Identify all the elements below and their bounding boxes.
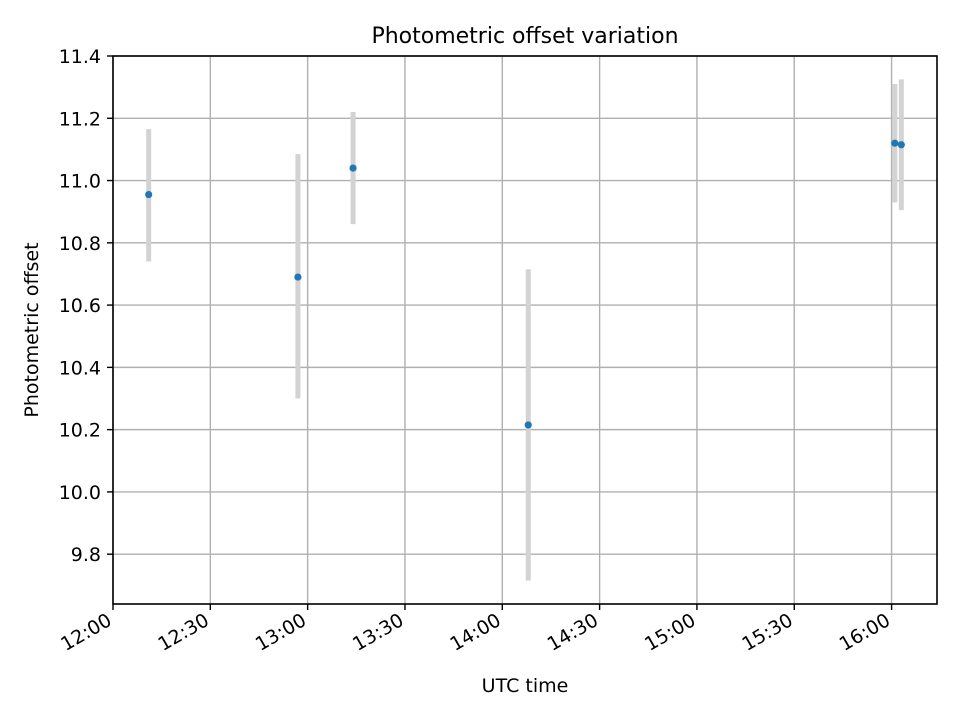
y-axis-label: Photometric offset bbox=[21, 242, 43, 417]
y-tick-label: 11.2 bbox=[59, 108, 101, 130]
y-tick-label: 9.8 bbox=[71, 544, 101, 566]
data-point bbox=[891, 139, 899, 147]
x-tick-label: 14:30 bbox=[544, 609, 602, 655]
y-tick-label: 10.6 bbox=[59, 295, 101, 317]
data-point bbox=[294, 273, 302, 281]
data-points bbox=[145, 139, 905, 429]
x-axis: 12:00 12:30 13:00 13:30 14:00 14:30 15:00 15:30… bbox=[57, 604, 894, 656]
y-tick-label: 10.0 bbox=[59, 482, 101, 504]
x-tick-label: 12:30 bbox=[154, 609, 212, 655]
x-tick-label: 13:30 bbox=[349, 609, 407, 655]
y-tick-label: 10.8 bbox=[59, 233, 101, 255]
x-tick-label: 12:00 bbox=[57, 609, 115, 655]
chart-title: Photometric offset variation bbox=[371, 24, 678, 49]
y-axis: 9.8 10.0 10.2 10.4 10.6 10.8 11.0 11.2 11.4 bbox=[59, 46, 113, 566]
data-point bbox=[145, 190, 153, 199]
data-point bbox=[349, 164, 357, 172]
grid bbox=[112, 55, 937, 604]
data-point bbox=[524, 421, 532, 429]
plot-frame bbox=[112, 55, 938, 605]
x-tick-label: 14:00 bbox=[446, 609, 504, 655]
data-point bbox=[897, 141, 905, 149]
x-tick-label: 15:00 bbox=[641, 609, 699, 655]
y-tick-label: 10.2 bbox=[59, 420, 101, 442]
y-tick-label: 11.4 bbox=[59, 46, 101, 68]
error-bars bbox=[146, 79, 904, 581]
x-axis-label: UTC time bbox=[482, 675, 569, 697]
x-tick-label: 16:00 bbox=[836, 609, 894, 655]
y-tick-label: 11.0 bbox=[59, 171, 101, 193]
y-tick-label: 10.4 bbox=[59, 357, 101, 379]
x-tick-label: 15:30 bbox=[738, 609, 796, 655]
x-tick-label: 13:00 bbox=[252, 609, 310, 655]
